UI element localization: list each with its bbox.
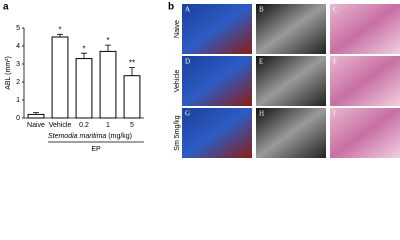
x-tick-label: Naive — [27, 122, 45, 129]
y-tick-label: 0 — [16, 115, 20, 122]
row-label: Sm 5mg/kg — [174, 115, 181, 151]
bar — [51, 36, 69, 119]
micrograph — [182, 4, 252, 54]
bar — [123, 75, 141, 119]
image-letter: D — [185, 58, 190, 66]
error-bar — [129, 67, 135, 76]
y-tick-label: 1 — [16, 97, 20, 104]
error-bar — [33, 112, 39, 115]
y-axis-label: ABL (mm²) — [5, 56, 12, 90]
group-label: EP — [91, 146, 101, 153]
image-letter: E — [259, 58, 263, 66]
y-tick-label: 5 — [16, 25, 20, 32]
micrograph — [330, 4, 400, 54]
micrograph — [330, 108, 400, 158]
y-tick-label: 2 — [16, 79, 20, 86]
error-bar — [105, 44, 111, 52]
image-letter: H — [259, 110, 264, 118]
micrograph — [330, 56, 400, 106]
error-bar — [81, 52, 87, 59]
significance: ** — [129, 59, 135, 68]
bar — [75, 58, 93, 119]
image-letter: F — [333, 58, 337, 66]
image-letter: B — [259, 6, 264, 14]
image-letter: C — [333, 6, 338, 14]
row-label: Naive — [174, 20, 181, 38]
panel-label: a — [3, 2, 9, 13]
x-tick-label: 1 — [106, 122, 110, 129]
x-tick-label: Vehicle — [49, 122, 72, 129]
x-tick-label: 0.2 — [79, 122, 89, 129]
bar — [27, 113, 45, 119]
image-letter: A — [185, 6, 190, 14]
micrograph — [256, 56, 326, 106]
y-tick-label: 3 — [16, 61, 20, 68]
significance: * — [82, 44, 85, 53]
micrograph — [256, 4, 326, 54]
row-label: Vehicle — [174, 70, 181, 93]
y-tick-label: 4 — [16, 43, 20, 50]
error-bar — [57, 33, 63, 37]
x-axis-label: Stemodia maritima (mg/kg) — [48, 133, 132, 140]
panel-label: b — [168, 2, 174, 13]
micrograph — [182, 108, 252, 158]
species: Stemodia maritima — [48, 133, 106, 140]
significance: * — [58, 25, 61, 34]
micrograph — [256, 108, 326, 158]
micrograph — [182, 56, 252, 106]
figure: a b ABL (mm²) Stemodia maritima (mg/kg) … — [3, 2, 400, 158]
unit: (mg/kg) — [108, 133, 132, 140]
image-letter: I — [333, 110, 336, 118]
x-tick-label: 5 — [130, 122, 134, 129]
bar — [99, 50, 117, 119]
image-letter: G — [185, 110, 190, 118]
significance: * — [106, 36, 109, 45]
